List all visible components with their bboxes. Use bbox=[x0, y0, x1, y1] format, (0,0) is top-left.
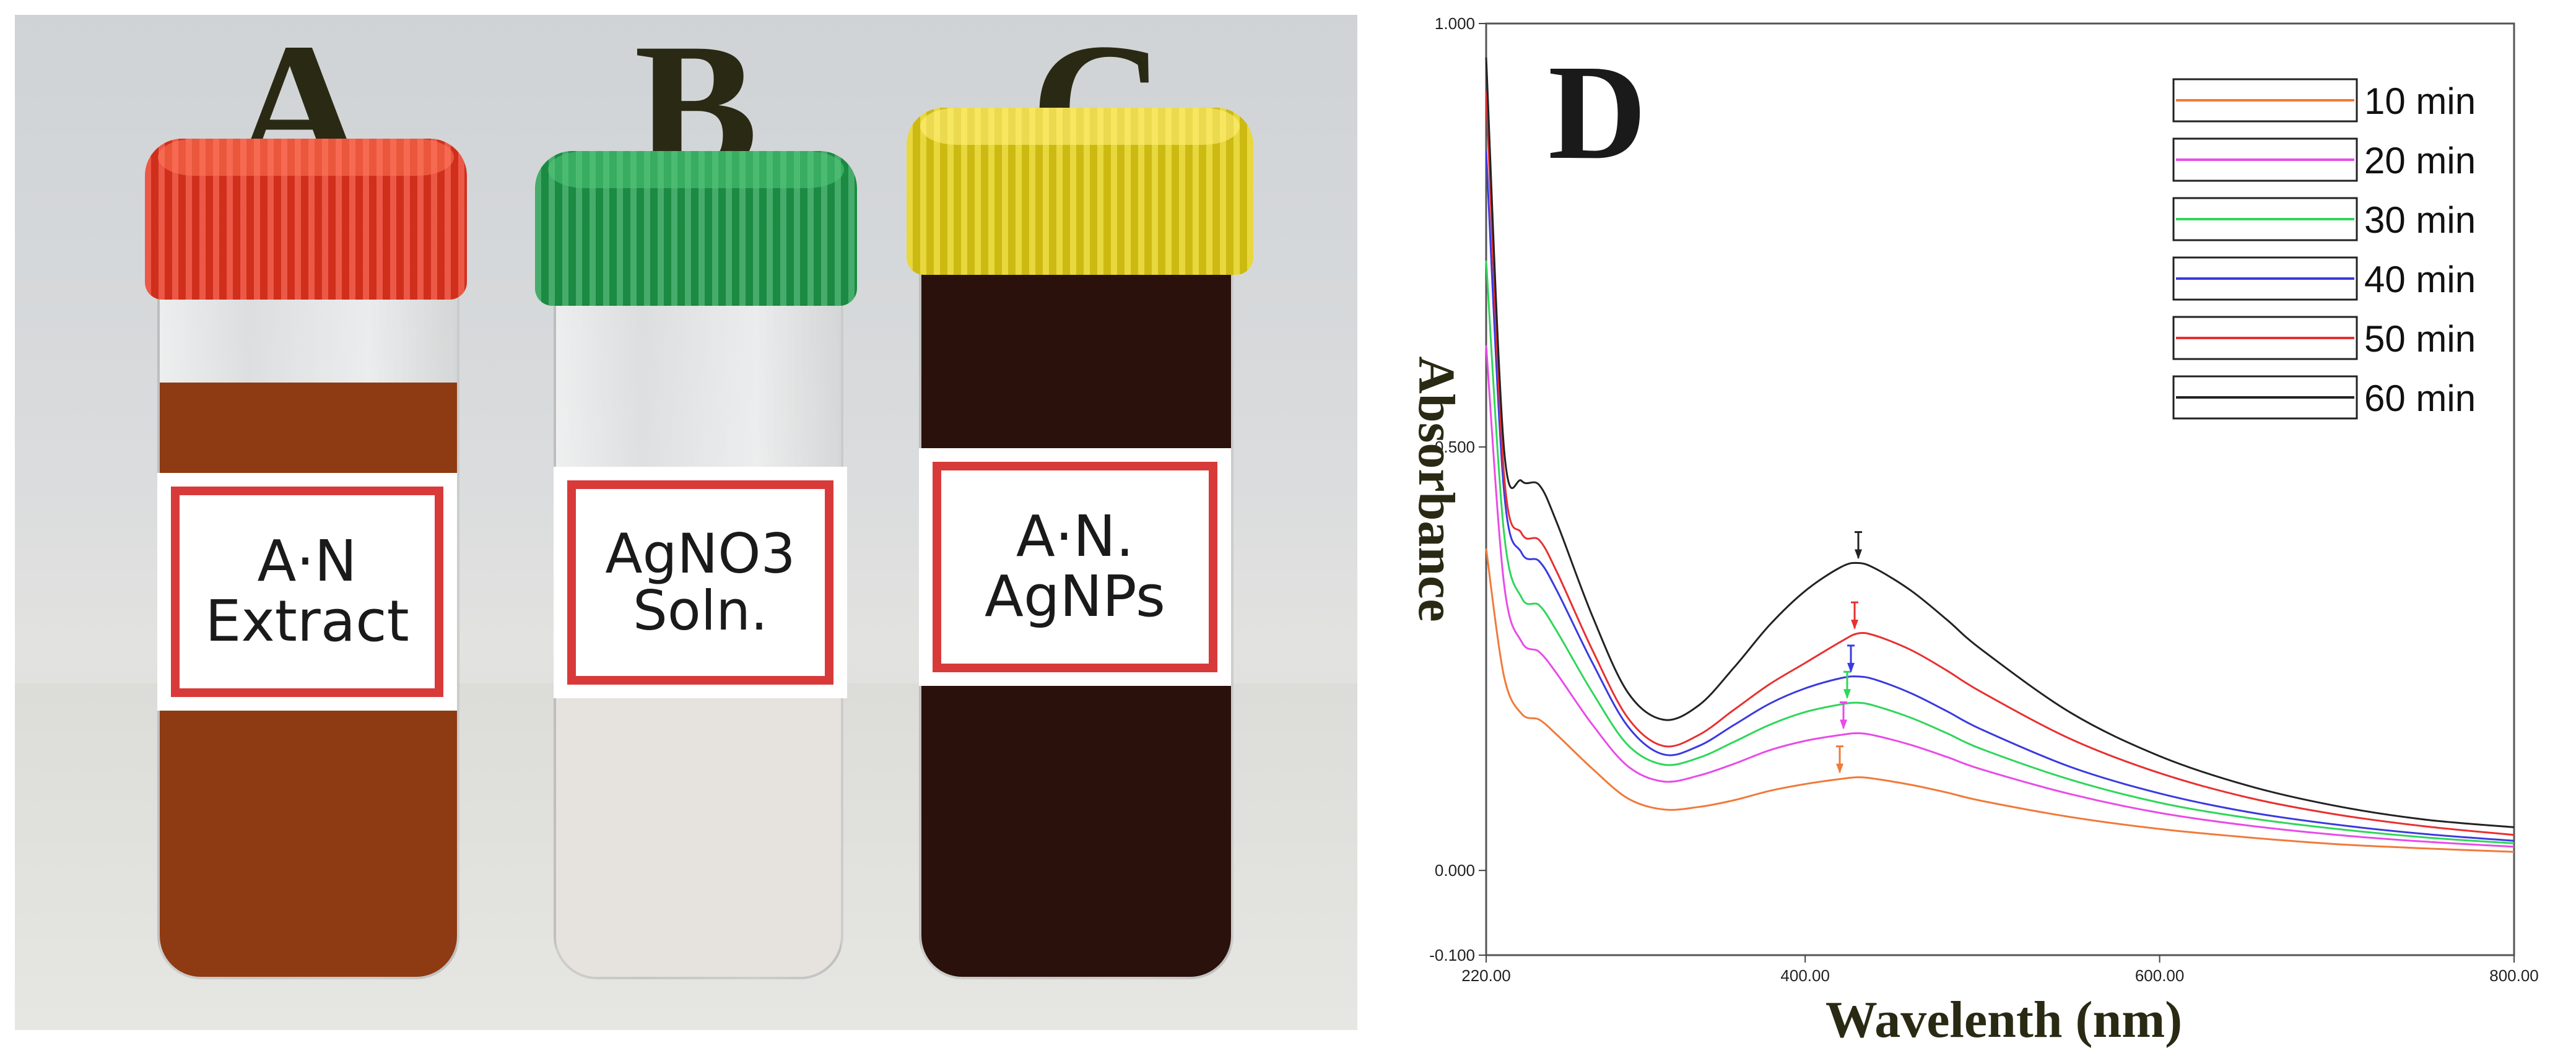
legend-label: 60 min bbox=[2364, 378, 2476, 419]
x-tick-label: 800.00 bbox=[2489, 966, 2539, 985]
y-tick-label: 1.000 bbox=[1435, 14, 1475, 33]
vial-b-label-line-2: Soln. bbox=[633, 579, 768, 643]
peak-marker-arrow bbox=[1836, 763, 1844, 774]
vial-a-label-line-2: Extract bbox=[205, 588, 409, 654]
vial-a-cap bbox=[145, 139, 467, 300]
vial-a: A·N Extract bbox=[145, 126, 467, 981]
series-line-60-min bbox=[1485, 57, 2515, 828]
x-tick-label: 600.00 bbox=[2135, 966, 2185, 985]
legend-label: 10 min bbox=[2364, 80, 2476, 122]
vial-a-label: A·N Extract bbox=[157, 473, 457, 711]
series-line-20-min bbox=[1485, 345, 2515, 848]
peak-marker-arrow bbox=[1855, 549, 1863, 560]
panel-letter-d: D bbox=[1548, 37, 1647, 188]
legend-label: 20 min bbox=[2364, 140, 2476, 181]
legend-label: 40 min bbox=[2364, 259, 2476, 300]
vial-b-label-line-1: AgNO3 bbox=[605, 521, 796, 586]
uv-vis-chart: 220.00 400.00 600.00 800.00 -0.100 0.000 0.500… bbox=[1362, 0, 2576, 1061]
vial-c-cap bbox=[907, 108, 1253, 275]
peak-marker-arrow bbox=[1847, 662, 1855, 673]
x-axis-title: Wavelenth (nm) bbox=[1825, 991, 2182, 1049]
x-tick-label: 220.00 bbox=[1461, 966, 1511, 985]
vial-b-cap bbox=[535, 151, 857, 306]
vial-c-label-line-1: A·N. bbox=[1016, 503, 1134, 570]
vial-b: AgNO3 Soln. bbox=[535, 139, 857, 987]
vials-photo: A B C A·N Extract AgNO3 Soln. bbox=[15, 15, 1357, 1030]
series-line-10-min bbox=[1485, 548, 2515, 853]
vial-b-label: AgNO3 Soln. bbox=[554, 467, 847, 698]
plot-frame bbox=[1485, 22, 2515, 956]
y-axis-title: Absorbance bbox=[1408, 356, 1465, 621]
series-line-30-min bbox=[1485, 260, 2515, 844]
vial-a-label-line-1: A·N bbox=[257, 528, 357, 595]
series-line-40-min bbox=[1485, 150, 2515, 842]
series-line-50-min bbox=[1485, 91, 2515, 836]
peak-marker-arrow bbox=[1843, 689, 1852, 699]
y-tick-label: 0.500 bbox=[1435, 438, 1475, 456]
vial-c-label-line-2: AgNPs bbox=[985, 563, 1165, 630]
x-tick-label: 400.00 bbox=[1780, 966, 1830, 985]
vial-c-label: A·N. AgNPs bbox=[919, 448, 1231, 686]
peak-marker-arrow bbox=[1851, 620, 1859, 630]
y-tick-label: 0.000 bbox=[1435, 861, 1475, 880]
y-tick-label: -0.100 bbox=[1429, 946, 1475, 964]
legend-label: 30 min bbox=[2364, 199, 2476, 241]
peak-marker-arrow bbox=[1840, 719, 1848, 730]
vial-c: A·N. AgNPs bbox=[907, 95, 1253, 987]
legend-label: 50 min bbox=[2364, 318, 2476, 360]
